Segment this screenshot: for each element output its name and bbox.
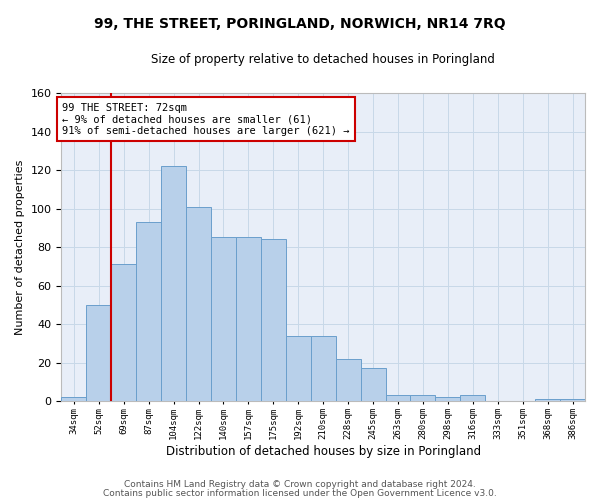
Bar (236, 238, 261, 401)
Bar (211, 238, 236, 401)
Bar (186, 206, 211, 401)
Bar (61, 398, 86, 401)
Bar (86, 305, 111, 401)
Bar (261, 240, 286, 401)
X-axis label: Distribution of detached houses by size in Poringland: Distribution of detached houses by size … (166, 444, 481, 458)
Bar (111, 264, 136, 401)
Bar (136, 222, 161, 401)
Y-axis label: Number of detached properties: Number of detached properties (15, 160, 25, 335)
Bar (335, 359, 361, 401)
Text: Contains HM Land Registry data © Crown copyright and database right 2024.: Contains HM Land Registry data © Crown c… (124, 480, 476, 489)
Bar (460, 396, 485, 401)
Bar (410, 396, 436, 401)
Text: Contains public sector information licensed under the Open Government Licence v3: Contains public sector information licen… (103, 488, 497, 498)
Bar (436, 398, 460, 401)
Text: 99 THE STREET: 72sqm
← 9% of detached houses are smaller (61)
91% of semi-detach: 99 THE STREET: 72sqm ← 9% of detached ho… (62, 102, 349, 136)
Bar (161, 166, 186, 401)
Title: Size of property relative to detached houses in Poringland: Size of property relative to detached ho… (151, 52, 495, 66)
Text: 99, THE STREET, PORINGLAND, NORWICH, NR14 7RQ: 99, THE STREET, PORINGLAND, NORWICH, NR1… (94, 18, 506, 32)
Bar (535, 399, 560, 401)
Bar (286, 336, 311, 401)
Bar (361, 368, 386, 401)
Bar (560, 399, 585, 401)
Bar (311, 336, 335, 401)
Bar (386, 396, 410, 401)
